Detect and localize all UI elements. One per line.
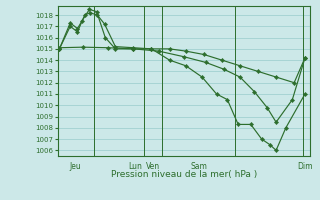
Text: Dim: Dim (297, 162, 313, 171)
Text: Sam: Sam (190, 162, 207, 171)
Text: Ven: Ven (146, 162, 160, 171)
Text: Lun: Lun (128, 162, 142, 171)
X-axis label: Pression niveau de la mer( hPa ): Pression niveau de la mer( hPa ) (111, 170, 257, 179)
Text: Jeu: Jeu (70, 162, 82, 171)
